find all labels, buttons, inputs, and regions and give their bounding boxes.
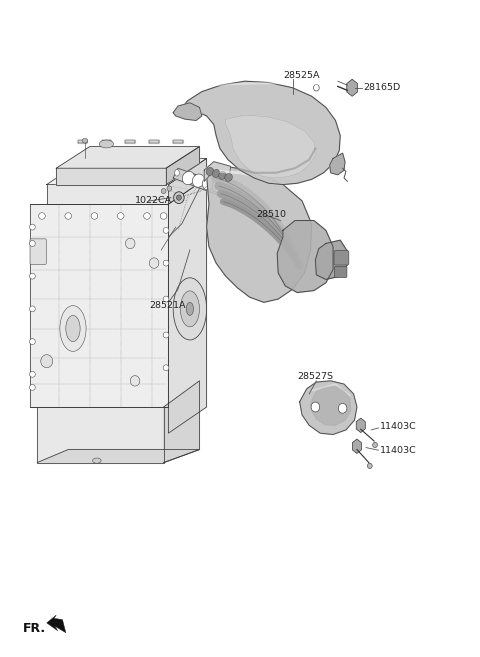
FancyBboxPatch shape <box>334 251 349 265</box>
Ellipse shape <box>163 365 169 371</box>
Text: 28165D: 28165D <box>363 83 400 92</box>
Text: 1022CA: 1022CA <box>135 196 172 206</box>
Text: 28510: 28510 <box>257 210 287 219</box>
Polygon shape <box>78 140 87 143</box>
Text: 28521A: 28521A <box>149 301 186 310</box>
Ellipse shape <box>174 192 184 204</box>
Ellipse shape <box>225 173 232 181</box>
Ellipse shape <box>30 224 35 230</box>
Ellipse shape <box>30 384 35 390</box>
Ellipse shape <box>163 260 169 266</box>
Polygon shape <box>102 140 111 143</box>
Ellipse shape <box>66 315 80 342</box>
Polygon shape <box>37 449 199 463</box>
Ellipse shape <box>30 338 35 344</box>
Ellipse shape <box>130 376 140 386</box>
Polygon shape <box>178 81 340 185</box>
Ellipse shape <box>60 306 86 351</box>
Polygon shape <box>330 153 345 175</box>
Ellipse shape <box>149 258 159 268</box>
Text: 11403C: 11403C <box>380 445 417 455</box>
FancyBboxPatch shape <box>30 239 46 264</box>
Polygon shape <box>37 407 164 463</box>
Ellipse shape <box>175 170 180 176</box>
Ellipse shape <box>182 171 194 185</box>
Text: 28525A: 28525A <box>283 72 320 80</box>
Polygon shape <box>173 140 183 143</box>
Ellipse shape <box>163 332 169 338</box>
Polygon shape <box>125 140 135 143</box>
Polygon shape <box>56 147 199 168</box>
Text: 11403C: 11403C <box>380 422 417 431</box>
Ellipse shape <box>367 463 372 468</box>
Polygon shape <box>47 615 66 633</box>
Ellipse shape <box>163 227 169 233</box>
Text: FR.: FR. <box>23 622 46 635</box>
Polygon shape <box>300 381 357 434</box>
Text: 28527S: 28527S <box>297 372 333 381</box>
Ellipse shape <box>99 140 114 148</box>
Polygon shape <box>56 168 166 185</box>
Ellipse shape <box>161 189 166 194</box>
Polygon shape <box>173 102 202 120</box>
Ellipse shape <box>30 273 35 279</box>
Ellipse shape <box>167 186 172 191</box>
Ellipse shape <box>218 171 226 179</box>
Ellipse shape <box>212 170 220 177</box>
Ellipse shape <box>186 302 193 315</box>
Polygon shape <box>204 162 230 181</box>
Polygon shape <box>226 115 315 178</box>
Ellipse shape <box>212 179 225 193</box>
Ellipse shape <box>93 458 101 463</box>
Ellipse shape <box>192 174 204 187</box>
FancyBboxPatch shape <box>335 266 347 277</box>
Ellipse shape <box>338 403 347 413</box>
Ellipse shape <box>203 177 215 190</box>
Ellipse shape <box>125 238 135 249</box>
Ellipse shape <box>65 213 72 219</box>
Ellipse shape <box>38 213 45 219</box>
Ellipse shape <box>180 291 199 327</box>
Ellipse shape <box>160 213 167 219</box>
Ellipse shape <box>313 85 319 91</box>
Polygon shape <box>315 240 348 279</box>
Ellipse shape <box>144 213 150 219</box>
Ellipse shape <box>311 402 320 412</box>
Ellipse shape <box>173 278 206 340</box>
Ellipse shape <box>163 296 169 302</box>
Polygon shape <box>47 158 206 185</box>
Polygon shape <box>168 158 206 204</box>
Ellipse shape <box>372 442 377 447</box>
Polygon shape <box>311 387 351 425</box>
Ellipse shape <box>82 139 88 143</box>
Ellipse shape <box>30 240 35 246</box>
Polygon shape <box>168 178 206 433</box>
Ellipse shape <box>41 355 53 368</box>
Polygon shape <box>206 165 312 302</box>
Polygon shape <box>47 185 168 204</box>
Ellipse shape <box>206 168 214 175</box>
Ellipse shape <box>117 213 124 219</box>
Polygon shape <box>277 221 333 292</box>
Ellipse shape <box>91 213 98 219</box>
Ellipse shape <box>30 371 35 377</box>
Polygon shape <box>166 147 199 185</box>
Polygon shape <box>164 381 199 463</box>
Ellipse shape <box>30 306 35 312</box>
Polygon shape <box>173 168 233 199</box>
Ellipse shape <box>224 188 229 194</box>
Polygon shape <box>149 140 159 143</box>
Polygon shape <box>30 204 168 407</box>
Ellipse shape <box>177 195 181 200</box>
